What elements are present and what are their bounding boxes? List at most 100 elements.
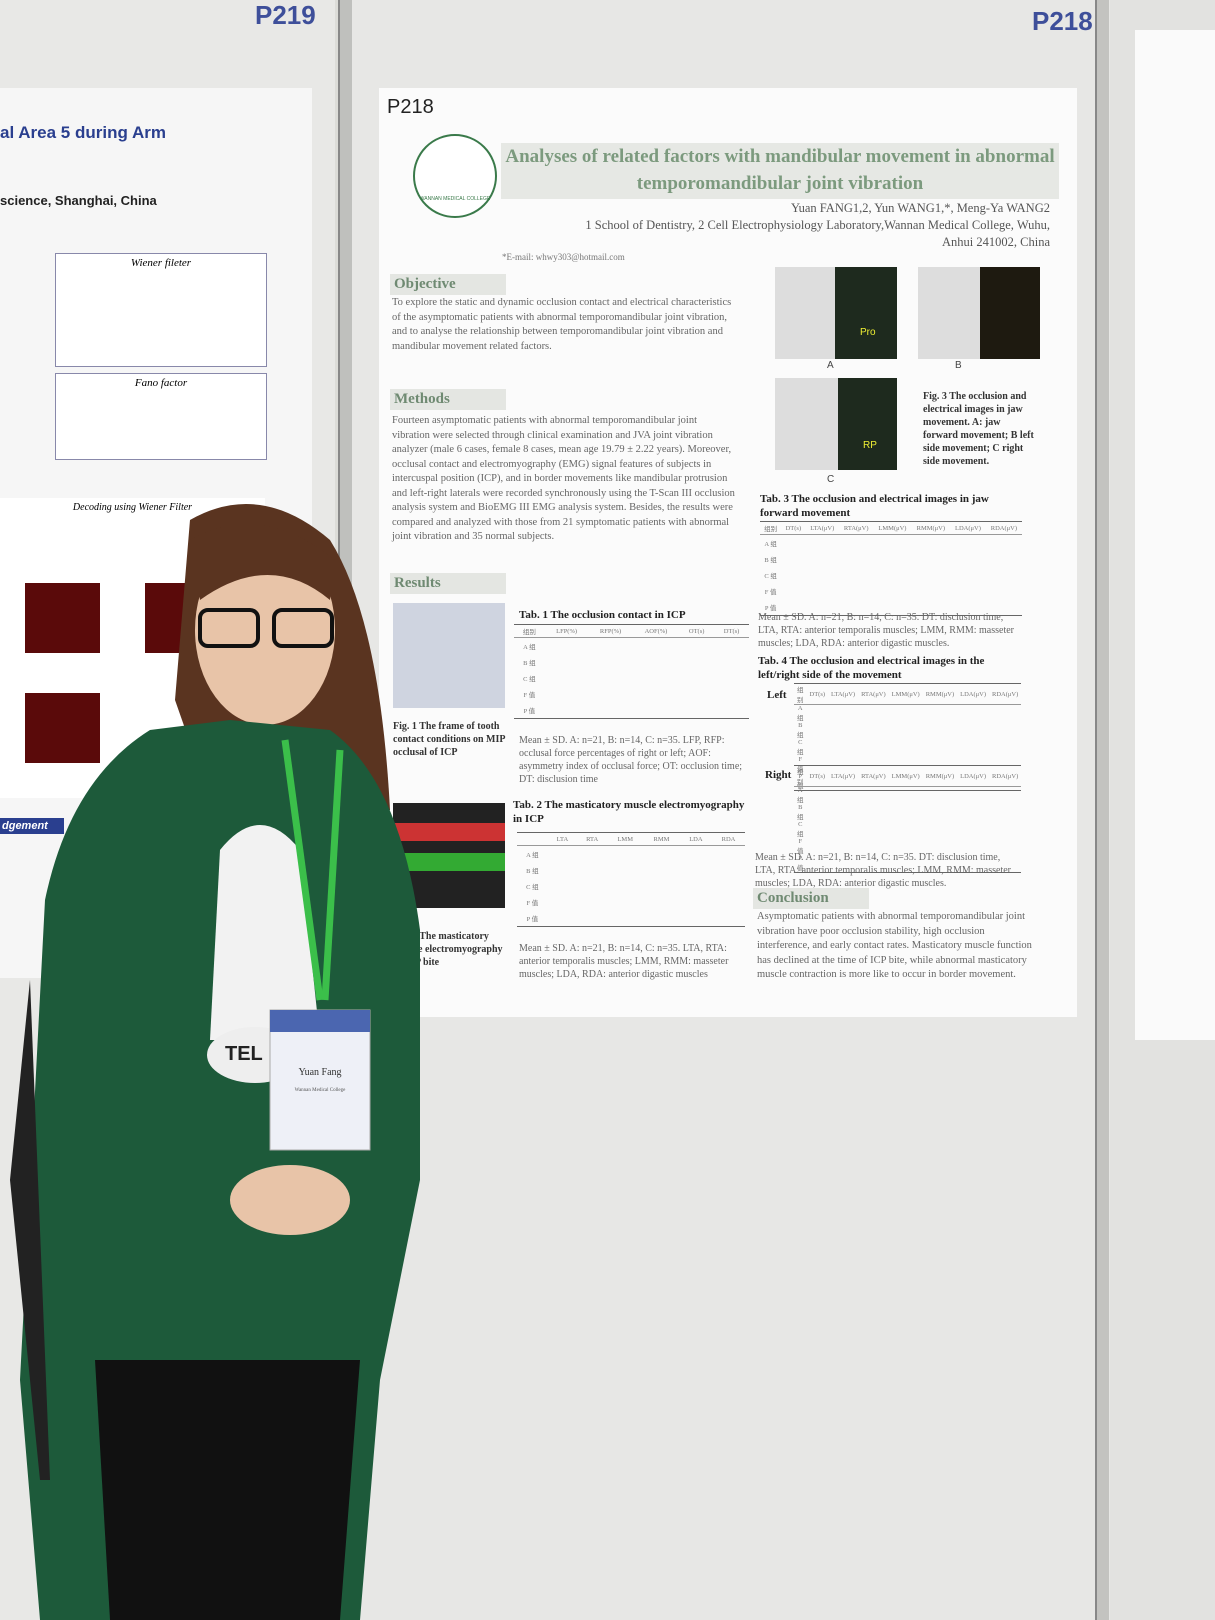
cell bbox=[712, 878, 745, 894]
section-heading: Conclusion bbox=[753, 888, 869, 909]
table-note: Mean ± SD. A: n=21, B: n=14, C: n=35. LF… bbox=[519, 735, 743, 785]
cell bbox=[643, 878, 680, 894]
table-note: Mean ± SD. A: n=21, B: n=14, C: n=35. LT… bbox=[519, 943, 729, 980]
shirt-graphic bbox=[210, 825, 320, 1040]
table-row: P 值 bbox=[760, 599, 1022, 616]
table-row: A 组 bbox=[760, 535, 1022, 552]
row-label: P 值 bbox=[517, 910, 548, 927]
column-header: LTA(μV) bbox=[828, 765, 859, 787]
cell bbox=[805, 599, 840, 616]
leggings bbox=[95, 1360, 360, 1620]
section-heading: dgement bbox=[0, 818, 64, 834]
cell bbox=[873, 599, 912, 616]
cell bbox=[873, 535, 911, 552]
table-note: Mean ± SD. A: n=21, B: n=14, C: n=35. DT… bbox=[758, 612, 1015, 649]
row-label: C 组 bbox=[797, 821, 804, 838]
cell bbox=[989, 722, 1021, 739]
table-title: Tab. 2 The masticatory muscle electromyo… bbox=[513, 799, 745, 825]
cell bbox=[588, 654, 632, 670]
table-row: F 值 bbox=[517, 894, 745, 910]
logo: WANNAN MEDICAL COLLEGE bbox=[413, 134, 497, 218]
logo-text: WANNAN MEDICAL COLLEGE bbox=[419, 196, 491, 202]
column-header: LMM(μV) bbox=[873, 521, 912, 535]
column-header bbox=[517, 832, 548, 846]
cell bbox=[545, 638, 589, 655]
cell bbox=[858, 804, 889, 821]
emg-panel bbox=[980, 267, 1040, 359]
figure-caption: Fig. 3 The occlusion and electrical imag… bbox=[923, 391, 1034, 467]
cell bbox=[985, 599, 1022, 616]
cell bbox=[889, 787, 923, 805]
cell bbox=[889, 739, 923, 756]
column-header: DT(s) bbox=[806, 765, 829, 787]
row-label: B 组 bbox=[523, 660, 536, 667]
cell bbox=[781, 599, 806, 616]
figure-image: Pro bbox=[775, 267, 897, 359]
cell bbox=[643, 894, 680, 910]
cell bbox=[643, 862, 680, 878]
cell bbox=[989, 804, 1021, 821]
cell bbox=[923, 804, 957, 821]
cell bbox=[912, 551, 951, 567]
table-row: P 值 bbox=[514, 702, 749, 719]
table-row: A 组 bbox=[794, 705, 1021, 723]
cell bbox=[957, 855, 989, 873]
cell bbox=[986, 551, 1022, 567]
table-header: 组别 DT(s) LTA(μV) RTA(μV) LMM(μV) RMM(μV) LDA(μ… bbox=[794, 683, 1022, 705]
cell bbox=[548, 894, 577, 910]
row-label: B 组 bbox=[764, 557, 777, 564]
column-header: 组别 bbox=[760, 521, 782, 535]
cell bbox=[577, 846, 607, 863]
emg-panel bbox=[835, 267, 897, 359]
figure-image bbox=[393, 603, 505, 708]
cell bbox=[828, 855, 859, 873]
cell bbox=[828, 739, 858, 756]
cell bbox=[633, 686, 680, 702]
cell bbox=[547, 910, 578, 927]
table-row: A 组 bbox=[794, 787, 1021, 805]
cell bbox=[989, 821, 1021, 838]
section-text: Asymptomatic patients with abnormal temp… bbox=[757, 911, 1032, 980]
cell bbox=[714, 654, 749, 670]
cell bbox=[807, 739, 829, 756]
cell bbox=[588, 686, 632, 702]
cell bbox=[957, 804, 989, 821]
email: *E-mail: whwy303@hotmail.com bbox=[502, 252, 625, 262]
cell bbox=[989, 705, 1021, 723]
cell bbox=[828, 821, 858, 838]
cell bbox=[781, 583, 805, 599]
table-title: Tab. 4 The occlusion and electrical imag… bbox=[758, 655, 985, 681]
heatmap bbox=[25, 693, 100, 763]
row-label: A 组 bbox=[523, 644, 536, 651]
cell bbox=[643, 846, 680, 863]
cell bbox=[680, 878, 712, 894]
cell bbox=[679, 686, 714, 702]
table-header: 组别 DT(s) LTA(μV) RTA(μV) LMM(μV) RMM(μV) LDA(μ… bbox=[760, 521, 1022, 535]
column-header: LMM(μV) bbox=[888, 683, 923, 705]
cell bbox=[828, 705, 858, 723]
badge-name: Yuan Fang bbox=[298, 1067, 342, 1078]
table-row: P 值 bbox=[794, 855, 1022, 873]
shirt-text: TEL bbox=[225, 1043, 263, 1065]
cell bbox=[806, 855, 829, 873]
hair bbox=[190, 524, 335, 600]
cell bbox=[950, 551, 986, 567]
cell bbox=[679, 702, 715, 719]
person bbox=[10, 504, 420, 1620]
column-header: 组别 bbox=[794, 683, 807, 705]
table-header: 组别 LFP(%) RFP(%) AOF(%) OT(s) DT(s) bbox=[514, 624, 749, 638]
box: Wiener fileter bbox=[55, 253, 267, 367]
cell bbox=[911, 599, 951, 616]
table-row: C 组 bbox=[794, 739, 1021, 756]
cell bbox=[957, 787, 989, 805]
cell bbox=[858, 705, 889, 723]
figure-label: A bbox=[827, 360, 834, 371]
column-header: LTA(μV) bbox=[805, 521, 840, 535]
table-header: 组别 DT(s) LTA(μV) RTA(μV) LMM(μV) RMM(μV) LDA(μ… bbox=[794, 765, 1022, 787]
cell bbox=[858, 855, 889, 873]
cell bbox=[633, 654, 680, 670]
cell bbox=[989, 739, 1021, 756]
cell bbox=[986, 583, 1022, 599]
cell bbox=[680, 862, 712, 878]
cell bbox=[828, 787, 858, 805]
